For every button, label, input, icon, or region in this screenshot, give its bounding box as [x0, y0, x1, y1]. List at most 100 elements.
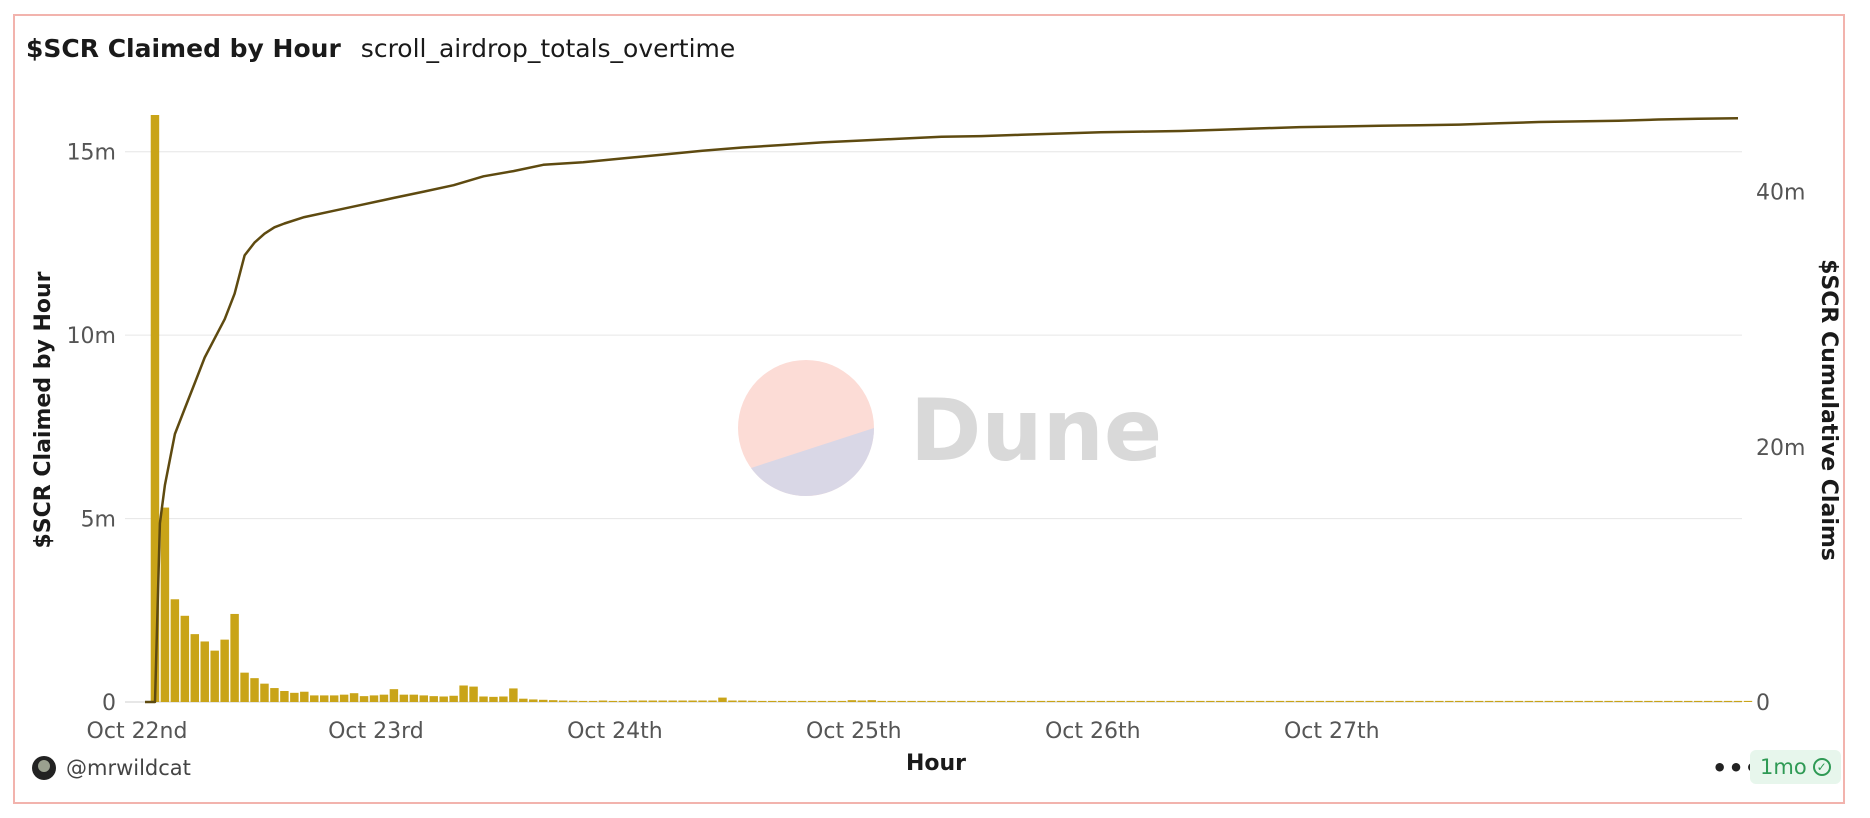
bar — [1445, 700, 1454, 702]
bar — [688, 700, 697, 702]
avatar — [32, 756, 56, 780]
author-attribution[interactable]: @mrwildcat — [32, 756, 191, 780]
bar — [319, 695, 329, 702]
bar — [1654, 700, 1663, 702]
right-axis-title: $SCR Cumulative Claims — [1816, 259, 1841, 561]
bar — [937, 700, 946, 702]
bar — [449, 695, 458, 702]
bar — [240, 672, 249, 702]
bar — [1683, 700, 1693, 702]
bar — [738, 700, 747, 702]
bar — [1116, 700, 1125, 702]
bar — [1544, 700, 1554, 702]
bar — [997, 700, 1006, 702]
bar — [1016, 700, 1026, 702]
bar — [558, 700, 568, 702]
bar — [708, 700, 717, 702]
bar — [1614, 700, 1623, 702]
bar — [678, 700, 687, 702]
bar — [220, 639, 229, 702]
bar — [210, 650, 219, 702]
bar — [1076, 700, 1086, 702]
x-tick-label: Oct 26th — [1045, 719, 1141, 744]
x-tick-label: Oct 24th — [567, 719, 663, 744]
dune-watermark: Dune — [738, 360, 1162, 497]
author-name[interactable]: @mrwildcat — [66, 756, 191, 780]
bar — [598, 700, 608, 702]
query-name-link[interactable]: scroll_airdrop_totals_overtime — [360, 34, 736, 63]
bar — [1196, 700, 1205, 702]
bar — [867, 700, 877, 702]
bar — [1454, 700, 1464, 702]
bar — [837, 700, 847, 702]
bar — [847, 700, 857, 702]
bar — [429, 696, 438, 702]
bar — [748, 700, 757, 702]
left-tick-label: 10m — [67, 324, 116, 349]
bar — [190, 634, 200, 702]
check-circle-icon: ✓ — [1812, 758, 1831, 776]
left-axis-title: $SCR Claimed by Hour — [31, 271, 56, 548]
bar — [1674, 700, 1683, 702]
bar — [1494, 700, 1504, 702]
bar — [250, 678, 259, 702]
bar — [698, 700, 707, 702]
bar — [1026, 700, 1036, 702]
bar — [1275, 700, 1285, 702]
bar — [797, 700, 807, 702]
dune-logo-lower-half — [751, 428, 874, 497]
bar — [489, 696, 498, 702]
bar — [1335, 700, 1344, 702]
bar — [608, 700, 618, 702]
bar — [927, 700, 936, 702]
bar — [1345, 700, 1354, 702]
bar — [529, 699, 538, 702]
bar — [1255, 700, 1265, 702]
bar — [1504, 700, 1514, 702]
bar — [160, 507, 170, 702]
bar — [588, 700, 598, 702]
bar — [419, 695, 429, 702]
bar — [499, 696, 508, 702]
bar — [1235, 700, 1245, 702]
bar — [399, 694, 409, 702]
freshness-badge[interactable]: 1mo ✓ — [1750, 750, 1841, 784]
bar — [1206, 700, 1215, 702]
bar — [1723, 700, 1733, 702]
bar — [1425, 700, 1434, 702]
bar — [1664, 700, 1673, 702]
bar — [1245, 700, 1255, 702]
bar — [1156, 700, 1165, 702]
bar — [1166, 700, 1175, 702]
bar — [469, 686, 478, 702]
bar — [1186, 700, 1195, 702]
bar — [479, 696, 488, 702]
bar — [439, 696, 448, 702]
bar — [638, 700, 648, 702]
bar — [509, 688, 518, 702]
bar — [539, 699, 548, 702]
bar — [1534, 700, 1544, 702]
bar — [1634, 700, 1643, 702]
bar — [1405, 700, 1414, 702]
bar — [907, 700, 916, 702]
bar — [1136, 700, 1145, 702]
bar — [1126, 700, 1135, 702]
bar — [967, 700, 976, 702]
bar — [1225, 700, 1235, 702]
bar — [777, 700, 787, 702]
bar — [270, 688, 279, 702]
bar — [359, 696, 369, 702]
bar — [230, 613, 239, 702]
bar — [877, 700, 886, 702]
bar — [1415, 700, 1424, 702]
bar — [310, 695, 319, 702]
bar — [1564, 700, 1573, 702]
x-tick-label: Oct 27th — [1284, 719, 1380, 744]
bar — [817, 700, 827, 702]
bar — [1624, 700, 1633, 702]
bar — [1693, 700, 1703, 702]
freshness-label: 1mo — [1760, 755, 1807, 779]
bar — [1554, 700, 1564, 702]
